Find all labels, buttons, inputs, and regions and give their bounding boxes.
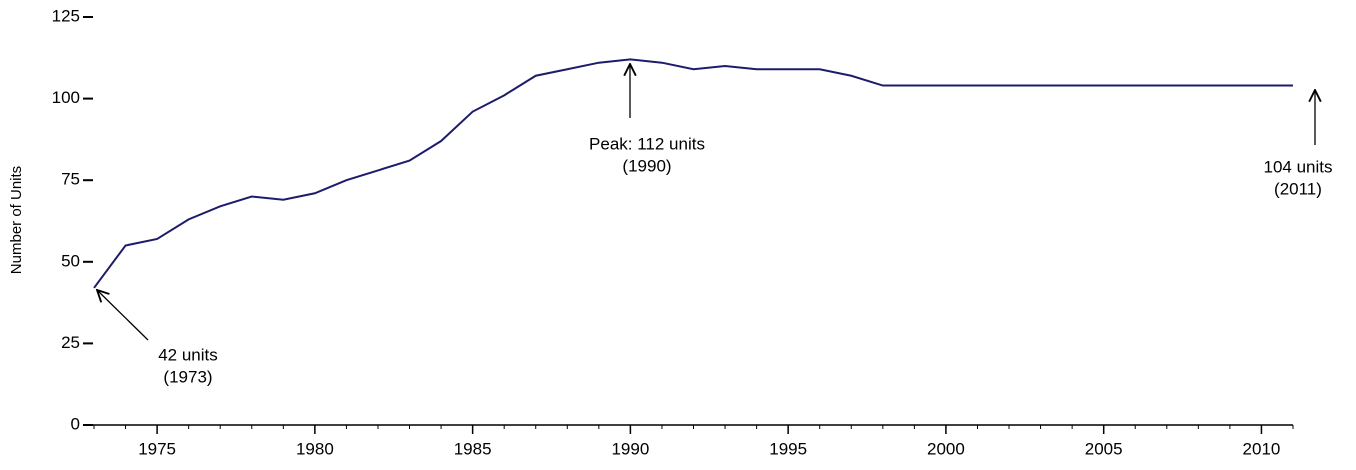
x-tick-label: 1985: [454, 439, 492, 458]
annotation-text: 104 units: [1264, 157, 1333, 176]
annotation-text: (2011): [1274, 179, 1322, 198]
x-tick-label: 1975: [138, 439, 176, 458]
x-tick-label: 2010: [1243, 439, 1281, 458]
y-tick-label: 75: [61, 170, 80, 189]
annotation-text: (1990): [622, 156, 671, 175]
annotation-text: Peak: 112 units: [589, 134, 705, 153]
x-tick-label: 2000: [927, 439, 965, 458]
y-tick-label: 0: [71, 414, 80, 433]
x-tick-label: 1995: [769, 439, 807, 458]
annotation-text: (1973): [163, 367, 212, 386]
line-series: [93, 58, 1293, 289]
annotation-arrow: [97, 290, 149, 341]
x-tick-label: 2005: [1085, 439, 1123, 458]
y-axis-label: Number of Units: [8, 166, 25, 274]
y-tick-label: 100: [52, 88, 80, 107]
y-tick-label: 125: [52, 6, 80, 25]
y-tick-label: 25: [61, 333, 80, 352]
x-tick-label: 1980: [296, 439, 334, 458]
x-tick-label: 1990: [611, 439, 649, 458]
annotation-text: 42 units: [158, 345, 218, 364]
y-tick-label: 50: [61, 251, 80, 270]
